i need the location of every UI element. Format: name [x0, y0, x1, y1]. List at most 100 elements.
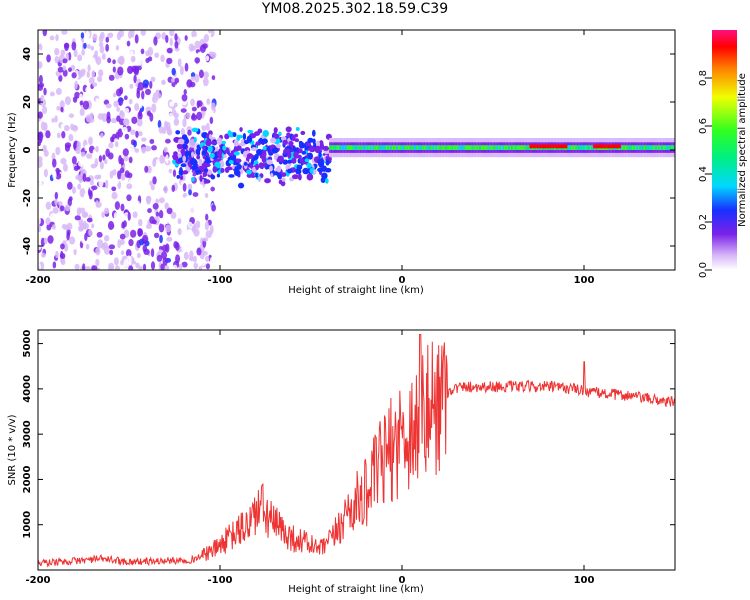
spectrogram-noise-mark [63, 243, 69, 252]
spectrogram-energy-mark [297, 173, 302, 181]
spectrogram-band-core [522, 145, 525, 150]
spectrogram-band-core [410, 145, 413, 150]
spectrogram-noise-mark [181, 94, 188, 102]
spectrogram-energy-mark [294, 138, 300, 143]
spectrogram-noise-mark [96, 267, 101, 270]
spectrogram-noise-mark [139, 36, 145, 43]
spectrogram-noise-mark [88, 190, 93, 200]
spectrogram-noise-mark [192, 192, 199, 197]
spectrogram-energy-mark [191, 177, 195, 182]
spectrogram-noise-mark [92, 82, 98, 87]
spectrogram-energy-mark [268, 152, 274, 156]
spectrogram-noise-mark [118, 30, 125, 38]
spectrogram-noise-mark [54, 197, 58, 206]
spectrogram-band-core [524, 145, 526, 150]
spectrogram-noise-mark [82, 251, 87, 260]
spectrogram-noise-mark [153, 232, 160, 239]
spectrogram-noise-mark [207, 206, 212, 213]
spectrogram-band-core [668, 145, 671, 150]
spectrogram-noise-mark [57, 66, 64, 73]
spectrogram-noise-mark [199, 85, 204, 95]
spectrogram-noise-mark [39, 205, 44, 213]
spectrogram-noise-mark [110, 103, 115, 113]
spectrogram-energy-mark [212, 166, 218, 173]
spectrogram-energy-mark [232, 132, 237, 138]
spectrogram-energy-mark [298, 142, 306, 149]
spectrogram-noise-mark [205, 213, 209, 221]
spectrogram-band-core [572, 145, 574, 150]
spectrogram-noise-mark [38, 180, 43, 189]
spectrogram-noise-mark [64, 96, 71, 106]
spectrogram-band-core [502, 145, 505, 150]
spectrogram-band-core [671, 145, 673, 150]
spectrogram-band-core [482, 145, 484, 150]
spectrogram-energy-mark [280, 180, 286, 187]
spectrogram-noise-mark [78, 160, 84, 167]
spectrogram-noise-mark [145, 224, 152, 230]
spectrogram-noise-mark [205, 255, 210, 263]
spectrogram-noise-mark [97, 76, 103, 83]
spectrogram-noise-mark [136, 252, 141, 259]
spectrogram-band-core [584, 145, 586, 150]
spectrogram-noise-mark [135, 130, 139, 138]
spectrogram-noise-mark [188, 189, 192, 196]
spectrogram-noise-mark [78, 173, 84, 184]
spectrogram-noise-mark [126, 40, 131, 47]
spectrogram-energy-mark [315, 145, 321, 153]
spectrogram-noise-mark [136, 118, 143, 127]
spectrogram-noise-mark [76, 140, 82, 151]
snr-y-axis: 1000 2000 3000 4000 5000 [22, 330, 675, 539]
spectrogram-energy-mark [300, 130, 306, 136]
spectrogram-band-core [388, 145, 391, 150]
spectrogram-noise-mark [38, 200, 45, 208]
spectrogram-noise-mark [54, 56, 60, 64]
spectrogram-noise-mark [160, 54, 165, 63]
spectrogram-band-core [352, 145, 355, 150]
spectrogram-noise-mark [98, 180, 104, 187]
spectrogram-energy-mark [281, 177, 286, 182]
spectrogram-noise-mark [136, 87, 140, 94]
spectrogram-band-core [493, 145, 496, 150]
spectrogram-noise-mark [202, 250, 208, 256]
spectrogram-band-core [419, 145, 422, 150]
spectrogram-noise-mark [155, 211, 160, 217]
spectrogram-band-core [636, 145, 639, 150]
spectrogram-noise-mark [82, 220, 87, 230]
spectrogram-noise-mark [209, 116, 214, 125]
spectrogram-band-core [648, 145, 650, 150]
spectrogram-noise-mark [62, 69, 68, 77]
spectrogram-band-core [458, 145, 461, 150]
spectrogram-hotspot [549, 144, 552, 149]
spectrogram-noise-mark [119, 110, 124, 116]
snr-xtick-label: 0 [399, 575, 406, 586]
spectrogram-band-core [381, 145, 384, 150]
spectrogram-noise-mark [71, 186, 77, 194]
spectrogram-band-core [487, 145, 490, 150]
spectrogram-energy-mark [203, 179, 211, 184]
spectrogram-band-core [653, 145, 656, 150]
spectrogram-band-core [461, 145, 464, 150]
spectrogram-band-core [385, 145, 388, 150]
spectrogram-band-core [468, 145, 471, 150]
colorbar-label: Normalized spectral amplitude [737, 73, 748, 227]
spectrogram-band-core [633, 145, 636, 150]
spectrogram-noise-mark [117, 128, 123, 138]
spectrogram-energy-mark [257, 176, 261, 183]
spectrogram-noise-mark [89, 112, 94, 121]
spectrogram-energy-mark [176, 143, 184, 150]
spectrogram-noise-mark [189, 81, 196, 88]
spectrogram-hotspot [552, 144, 555, 149]
spectrogram-energy-mark [292, 145, 296, 152]
spectrogram-noise-mark [166, 57, 173, 65]
spectrogram-noise-mark [81, 49, 85, 56]
spectrogram-noise-mark [162, 257, 168, 266]
spectrogram-noise-mark [101, 211, 105, 218]
spectrogram-noise-mark [156, 254, 163, 262]
spectrogram-noise-mark [163, 146, 168, 153]
spectrogram-energy-mark [282, 139, 288, 146]
spectrogram-energy-mark [176, 174, 181, 179]
spectrogram-noise-mark [102, 154, 106, 161]
spectrogram-noise-mark [117, 170, 122, 180]
spectrogram-band-core [335, 145, 337, 150]
spectrogram-noise-mark [153, 36, 158, 46]
